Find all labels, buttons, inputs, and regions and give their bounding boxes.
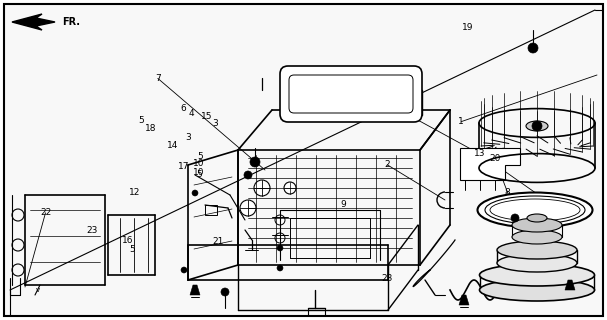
Text: 17: 17 [178, 162, 189, 171]
Circle shape [277, 265, 283, 271]
Ellipse shape [526, 121, 548, 131]
Text: 5: 5 [129, 245, 135, 254]
Text: 12: 12 [129, 188, 140, 196]
Text: 20: 20 [489, 154, 500, 163]
Text: 11: 11 [336, 74, 347, 83]
Text: 7: 7 [155, 74, 161, 83]
Text: 10: 10 [193, 159, 204, 168]
Text: 5: 5 [138, 116, 144, 124]
Ellipse shape [480, 279, 594, 301]
Circle shape [511, 214, 519, 222]
Text: 21: 21 [213, 237, 224, 246]
Ellipse shape [497, 241, 577, 259]
Text: 15: 15 [201, 112, 212, 121]
Ellipse shape [512, 218, 562, 232]
Ellipse shape [497, 254, 577, 272]
Circle shape [240, 200, 256, 216]
Polygon shape [565, 280, 575, 290]
Circle shape [275, 233, 285, 243]
Circle shape [221, 288, 229, 296]
Text: 19: 19 [462, 23, 473, 32]
Bar [205, 205, 217, 215]
Circle shape [181, 267, 187, 273]
Text: 3: 3 [185, 133, 191, 142]
Polygon shape [460, 148, 520, 180]
Text: FR.: FR. [62, 17, 80, 27]
Circle shape [284, 182, 296, 194]
Text: 5: 5 [197, 152, 203, 161]
FancyBboxPatch shape [280, 66, 422, 122]
Circle shape [244, 171, 252, 179]
Text: 18: 18 [145, 124, 156, 132]
Text: 3: 3 [212, 119, 219, 128]
Circle shape [275, 215, 285, 225]
Text: 23: 23 [87, 226, 98, 235]
Text: 5: 5 [196, 170, 202, 179]
Text: 23: 23 [381, 274, 392, 283]
Ellipse shape [512, 230, 562, 244]
Text: 4: 4 [188, 109, 194, 118]
Circle shape [528, 43, 538, 53]
Text: 22: 22 [40, 208, 51, 217]
Text: 10: 10 [193, 168, 204, 177]
Circle shape [532, 121, 542, 131]
Circle shape [250, 157, 260, 167]
Text: 16: 16 [122, 236, 133, 244]
Polygon shape [282, 90, 422, 115]
Ellipse shape [480, 264, 594, 286]
Text: 2: 2 [384, 160, 390, 169]
Text: 23: 23 [313, 76, 324, 84]
Text: 6: 6 [180, 104, 186, 113]
Ellipse shape [478, 193, 592, 228]
Polygon shape [12, 14, 55, 30]
Text: 1: 1 [458, 117, 464, 126]
Circle shape [254, 180, 270, 196]
Text: v: v [36, 287, 40, 293]
Circle shape [192, 190, 198, 196]
Text: 9: 9 [340, 200, 346, 209]
Polygon shape [459, 295, 469, 305]
Ellipse shape [527, 214, 547, 222]
Text: 14: 14 [168, 141, 178, 150]
Polygon shape [4, 4, 603, 316]
Circle shape [277, 245, 283, 251]
Polygon shape [190, 285, 200, 295]
Text: 13: 13 [474, 149, 485, 158]
Text: 8: 8 [504, 188, 510, 196]
